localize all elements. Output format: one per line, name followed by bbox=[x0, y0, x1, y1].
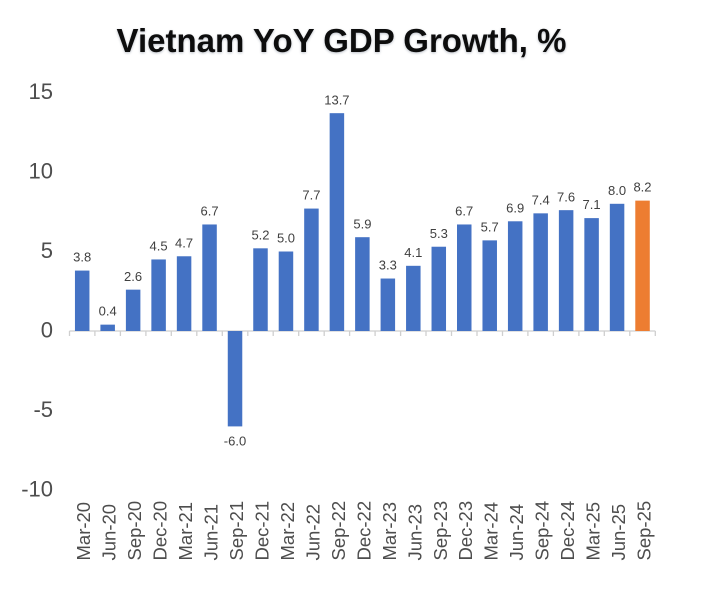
svg-text:Jun-21: Jun-21 bbox=[201, 504, 222, 561]
svg-text:5: 5 bbox=[41, 238, 53, 263]
svg-text:Mar-23: Mar-23 bbox=[379, 502, 400, 561]
svg-text:-6.0: -6.0 bbox=[224, 433, 246, 448]
svg-text:5.9: 5.9 bbox=[353, 216, 371, 231]
svg-text:Jun-22: Jun-22 bbox=[302, 504, 323, 561]
svg-text:6.7: 6.7 bbox=[201, 204, 219, 219]
svg-text:Dec-23: Dec-23 bbox=[455, 501, 476, 561]
svg-text:Dec-21: Dec-21 bbox=[252, 501, 273, 561]
svg-text:Dec-22: Dec-22 bbox=[353, 501, 374, 561]
svg-text:Dec-24: Dec-24 bbox=[557, 501, 578, 561]
svg-text:8.0: 8.0 bbox=[608, 183, 626, 198]
svg-text:Mar-21: Mar-21 bbox=[175, 502, 196, 561]
svg-text:7.6: 7.6 bbox=[557, 189, 575, 204]
svg-text:2.6: 2.6 bbox=[124, 269, 142, 284]
svg-text:6.7: 6.7 bbox=[455, 204, 473, 219]
svg-text:Jun-20: Jun-20 bbox=[99, 504, 120, 561]
svg-text:4.5: 4.5 bbox=[150, 239, 168, 254]
svg-text:5.2: 5.2 bbox=[251, 227, 269, 242]
svg-text:Mar-22: Mar-22 bbox=[277, 502, 298, 561]
svg-text:Sep-22: Sep-22 bbox=[328, 501, 349, 561]
svg-text:10: 10 bbox=[29, 158, 53, 183]
svg-text:Vietnam YoY GDP Growth, %: Vietnam YoY GDP Growth, % bbox=[117, 23, 567, 60]
svg-text:7.7: 7.7 bbox=[302, 188, 320, 203]
svg-text:Jun-23: Jun-23 bbox=[404, 504, 425, 561]
svg-text:Sep-24: Sep-24 bbox=[532, 501, 553, 561]
svg-text:Vietnam YoY GDP Growth, %: Vietnam YoY GDP Growth, % bbox=[117, 22, 567, 59]
svg-text:6.9: 6.9 bbox=[506, 200, 524, 215]
svg-text:Mar-25: Mar-25 bbox=[583, 502, 604, 561]
svg-text:Dec-20: Dec-20 bbox=[150, 501, 171, 561]
svg-text:Sep-25: Sep-25 bbox=[634, 501, 655, 561]
svg-text:3.3: 3.3 bbox=[379, 258, 397, 273]
svg-text:Sep-23: Sep-23 bbox=[430, 501, 451, 561]
svg-text:13.7: 13.7 bbox=[324, 92, 349, 107]
svg-text:0.4: 0.4 bbox=[99, 304, 117, 319]
svg-text:4.1: 4.1 bbox=[404, 245, 422, 260]
svg-text:5.7: 5.7 bbox=[481, 220, 499, 235]
svg-text:Sep-20: Sep-20 bbox=[124, 501, 145, 561]
svg-text:0: 0 bbox=[41, 317, 53, 342]
svg-text:8.2: 8.2 bbox=[633, 180, 651, 195]
svg-text:3.8: 3.8 bbox=[73, 250, 91, 265]
svg-text:15: 15 bbox=[29, 79, 53, 104]
svg-text:Jun-25: Jun-25 bbox=[608, 504, 629, 561]
svg-text:Jun-24: Jun-24 bbox=[506, 504, 527, 561]
svg-text:-5: -5 bbox=[33, 397, 53, 422]
svg-text:Mar-20: Mar-20 bbox=[73, 502, 94, 561]
svg-text:7.1: 7.1 bbox=[583, 197, 601, 212]
svg-text:5.0: 5.0 bbox=[277, 231, 295, 246]
svg-text:-10: -10 bbox=[21, 476, 53, 501]
svg-text:Mar-24: Mar-24 bbox=[481, 502, 502, 561]
svg-text:4.7: 4.7 bbox=[175, 235, 193, 250]
svg-text:5.3: 5.3 bbox=[430, 226, 448, 241]
svg-text:Sep-21: Sep-21 bbox=[226, 501, 247, 561]
svg-text:7.4: 7.4 bbox=[532, 192, 550, 207]
